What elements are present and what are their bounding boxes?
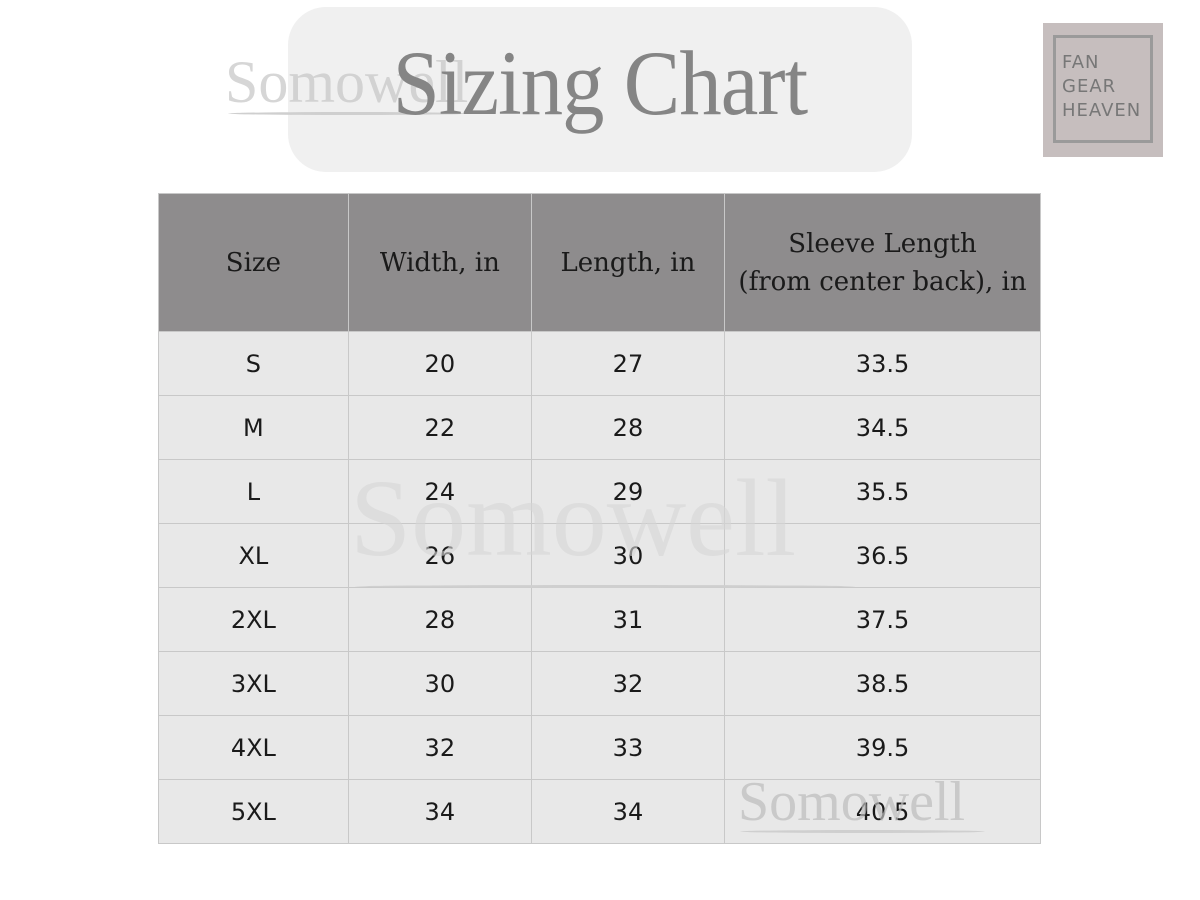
cell-width: 26 [347,523,532,588]
header-width: Width, in [347,193,532,332]
table-row: XL 26 30 36.5 [158,523,1041,588]
cell-size: 3XL [158,651,349,716]
cell-size: 2XL [158,587,349,652]
logo-line: GEAR [1062,76,1117,97]
header-row: Size Width, in Length, in Sleeve Length … [158,193,1041,332]
table-row: M 22 28 34.5 [158,395,1041,460]
table-row: 2XL 28 31 37.5 [158,587,1041,652]
page-title: Sizing Chart [392,32,808,134]
cell-length: 31 [530,587,726,652]
cell-length: 30 [530,523,726,588]
cell-length: 28 [530,395,726,460]
cell-width: 24 [347,459,532,524]
table-row: S 20 27 33.5 [158,331,1041,396]
table-row: 5XL 34 34 40.5 [158,779,1041,844]
logo-frame [1053,35,1153,143]
cell-length: 29 [530,459,726,524]
header-sleeve: Sleeve Length (from center back), in [724,193,1041,332]
brand-logo: FAN GEAR HEAVEN [1043,23,1163,157]
cell-width: 22 [347,395,532,460]
cell-width: 32 [347,715,532,780]
cell-sleeve: 38.5 [724,651,1041,716]
header-sleeve-line2: (from center back), in [738,266,1027,297]
cell-sleeve: 33.5 [724,331,1041,396]
cell-length: 27 [530,331,726,396]
cell-width: 28 [347,587,532,652]
watermark-swoosh [228,112,468,115]
cell-size: 4XL [158,715,349,780]
cell-size: XL [158,523,349,588]
cell-sleeve: 36.5 [724,523,1041,588]
cell-length: 34 [530,779,726,844]
watermark-bottom: Somowell [738,771,966,833]
watermark-top: Somowell [225,49,469,115]
header-sleeve-line1: Sleeve Length [788,228,977,259]
cell-sleeve: 34.5 [724,395,1041,460]
cell-width: 30 [347,651,532,716]
logo-text: FAN GEAR HEAVEN [1062,51,1141,123]
cell-size: 5XL [158,779,349,844]
logo-line: FAN [1062,52,1100,73]
cell-sleeve: 37.5 [724,587,1041,652]
cell-length: 32 [530,651,726,716]
cell-size: L [158,459,349,524]
table-row: L 24 29 35.5 [158,459,1041,524]
sizing-table: Size Width, in Length, in Sleeve Length … [158,193,1041,844]
watermark-center: Somowell [350,457,797,579]
cell-width: 20 [347,331,532,396]
header-length: Length, in [530,193,726,332]
cell-size: S [158,331,349,396]
title-banner [288,7,912,172]
cell-length: 33 [530,715,726,780]
header-size: Size [158,193,349,332]
cell-size: M [158,395,349,460]
watermark-swoosh [740,830,985,833]
table-row: 4XL 32 33 39.5 [158,715,1041,780]
table-row: 3XL 30 32 38.5 [158,651,1041,716]
cell-width: 34 [347,779,532,844]
cell-sleeve: 35.5 [724,459,1041,524]
watermark-swoosh [355,585,855,588]
logo-line: HEAVEN [1062,100,1142,121]
cell-sleeve: 39.5 [724,715,1041,780]
